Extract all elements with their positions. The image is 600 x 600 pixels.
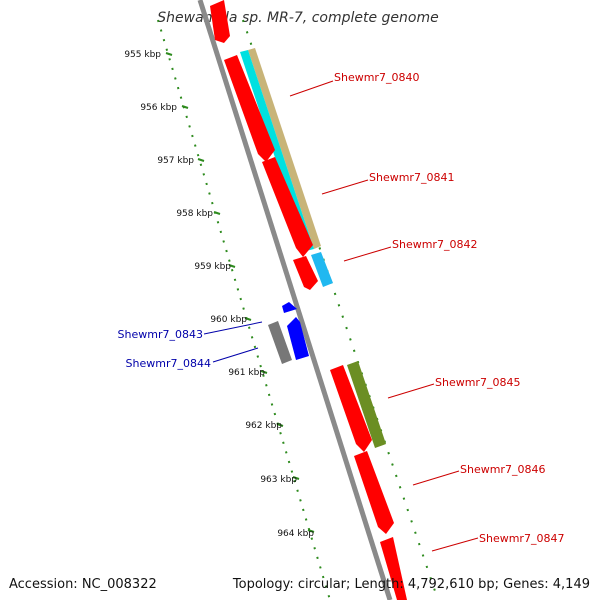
gene-arrow-0845 <box>330 365 372 452</box>
tick-mark-957 <box>197 158 205 162</box>
tick-label-960: 960 kbp <box>210 315 247 325</box>
gene-label-0844[interactable]: Shewmr7_0844 <box>126 357 211 370</box>
tick-mark-961 <box>260 370 268 374</box>
genome-backbone <box>197 0 393 600</box>
cds-feature-cyan <box>240 50 314 251</box>
tick-label-964: 964 kbp <box>277 529 314 539</box>
gene-label-0845[interactable]: Shewmr7_0845 <box>435 376 520 389</box>
reverse-tick-rail <box>157 19 331 600</box>
accession-text: Accession: NC_008322 <box>9 577 157 592</box>
genome-summary-text: Topology: circular; Length: 4,792,610 bp… <box>232 577 590 592</box>
gene-arrow-0847 <box>380 537 407 600</box>
tick-mark-962 <box>276 423 284 427</box>
tick-mark-955 <box>165 52 173 56</box>
tick-label-963: 963 kbp <box>260 475 297 485</box>
leader-line-0847 <box>431 537 479 552</box>
major-ticks <box>165 52 315 533</box>
leader-line-0844 <box>212 347 259 363</box>
gene-label-0841[interactable]: Shewmr7_0841 <box>369 171 454 184</box>
tick-mark-963 <box>292 476 300 480</box>
gene-arrow-0839 <box>210 0 230 43</box>
gene-label-0847[interactable]: Shewmr7_0847 <box>479 532 564 545</box>
cds-feature-tan <box>248 48 321 249</box>
cds-feature-skyblue <box>311 252 333 287</box>
gene-arrow-0844 <box>287 317 309 360</box>
leader-line-0841 <box>321 179 369 195</box>
gene-arrow-0840 <box>224 55 275 162</box>
gene-arrow-0843 <box>282 302 297 313</box>
tick-label-962: 962 kbp <box>245 421 282 431</box>
leader-line-0843 <box>203 321 263 335</box>
map-title: Shewanella sp. MR-7, complete genome <box>157 10 438 26</box>
gene-arrow-0846 <box>354 451 394 534</box>
tick-mark-964 <box>307 529 315 533</box>
gene-arrow-0842 <box>293 256 318 290</box>
leader-line-0842 <box>343 246 392 262</box>
leader-line-0846 <box>412 470 460 486</box>
gene-label-0846[interactable]: Shewmr7_0846 <box>460 463 545 476</box>
leader-line-0845 <box>387 383 435 399</box>
gene-label-0840[interactable]: Shewmr7_0840 <box>334 71 419 84</box>
tick-mark-958 <box>213 211 221 215</box>
tick-label-961: 961 kbp <box>228 368 265 378</box>
gene-gray-0844 <box>268 321 292 364</box>
tick-mark-959 <box>228 264 236 268</box>
tick-label-956: 956 kbp <box>140 103 177 113</box>
tick-label-959: 959 kbp <box>194 262 231 272</box>
gene-label-0842[interactable]: Shewmr7_0842 <box>392 238 477 251</box>
tick-mark-956 <box>181 105 189 109</box>
gene-label-0843[interactable]: Shewmr7_0843 <box>118 328 203 341</box>
leader-line-0840 <box>289 80 334 97</box>
tick-label-958: 958 kbp <box>176 209 213 219</box>
tick-mark-960 <box>244 317 252 321</box>
tick-label-957: 957 kbp <box>157 156 194 166</box>
tick-label-955: 955 kbp <box>124 50 161 60</box>
gene-arrow-0841 <box>262 157 313 257</box>
cds-feature-olive <box>347 361 386 448</box>
